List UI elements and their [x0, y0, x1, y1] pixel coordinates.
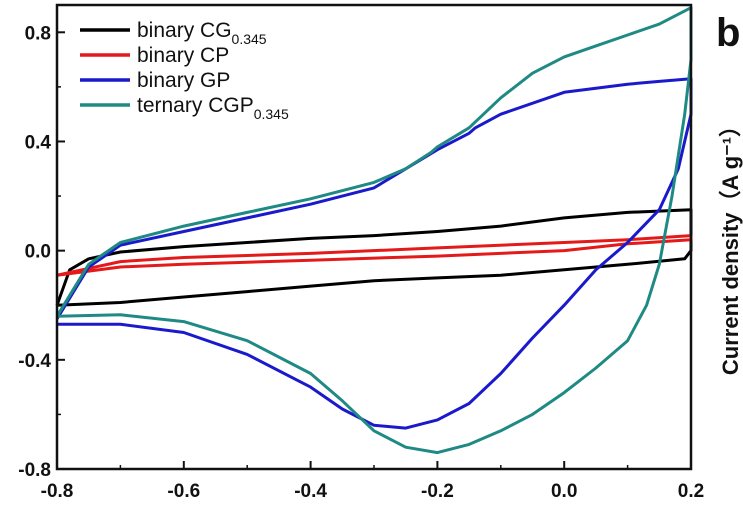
x-tick-label: 0.2 [678, 481, 704, 502]
y-tick-label: -0.8 [18, 460, 51, 481]
y-tick-label: -0.4 [18, 351, 51, 372]
y-axis-label: Current density（A g⁻¹） [718, 115, 743, 375]
series-line-ternary-cgp [55, 6, 693, 455]
x-tick-label: -0.4 [294, 481, 327, 502]
legend-entry: binary GP [137, 69, 230, 92]
series-line-binary-gp [55, 77, 693, 430]
x-tick-label: -0.8 [41, 481, 74, 502]
y-axis: -0.8 -0.4 0.0 0.4 0.8 [18, 23, 65, 481]
panel-letter: b [716, 11, 740, 55]
legend-subscript: 0.345 [254, 106, 289, 122]
y-tick-label: 0.4 [25, 132, 52, 153]
x-axis: -0.8 -0.6 -0.4 -0.2 0.0 0.2 [41, 461, 704, 502]
y-tick-label: 0.8 [25, 23, 51, 44]
y-tick-label: 0.0 [25, 242, 51, 263]
legend-subscript: 0.345 [232, 31, 267, 47]
x-tick-label: -0.6 [167, 481, 200, 502]
x-tick-label: 0.0 [551, 481, 577, 502]
x-tick-label: -0.2 [421, 481, 454, 502]
legend-entry: binary CP [137, 44, 229, 67]
legend-entry: binary CG0.345 [137, 19, 267, 47]
legend-entry: ternary CGP0.345 [137, 94, 289, 122]
